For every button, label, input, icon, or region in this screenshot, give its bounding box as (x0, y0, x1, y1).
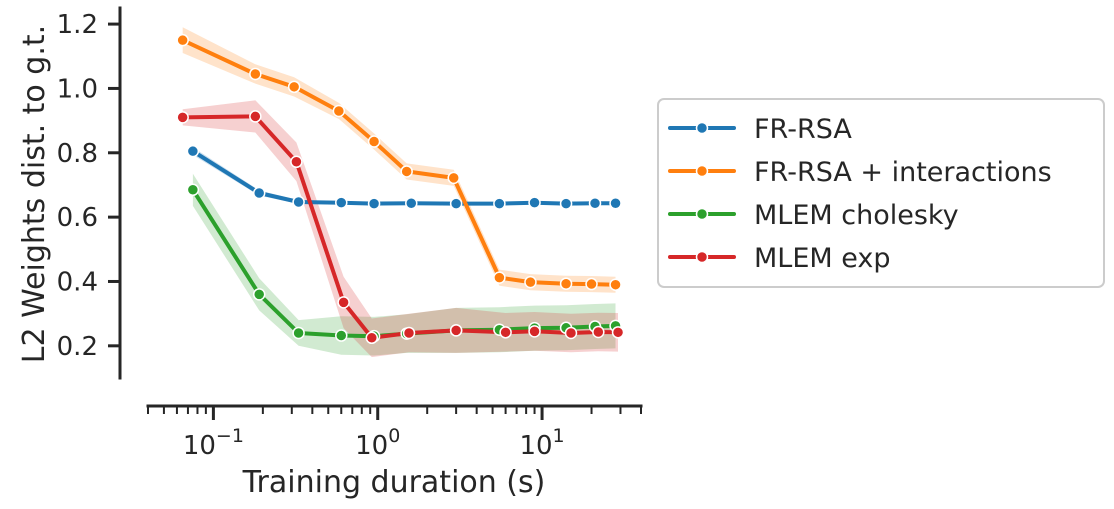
legend-frame (657, 98, 1105, 288)
legend-label-mlem-cholesky: MLEM cholesky (754, 200, 959, 231)
point-mlem-exp (402, 326, 416, 340)
point-fr-rsa (609, 197, 622, 210)
series-lines (180, 38, 620, 340)
point-fr-rsa (405, 197, 418, 210)
point-fr-rsa (186, 144, 200, 158)
point-mlem-cholesky (335, 329, 348, 342)
x-tick-label: 100 (355, 425, 400, 461)
point-fr-rsa (449, 197, 463, 210)
x-axis-title: Training duration (s) (242, 465, 546, 500)
y-tick-label: 0.2 (57, 332, 98, 362)
point-fr-rsa-interactions (176, 33, 189, 47)
point-fr-rsa-interactions (609, 278, 622, 291)
point-mlem-exp (592, 325, 605, 339)
legend: FR-RSA FR-RSA + interactions MLEM cholesky… (657, 98, 1105, 288)
legend-marker-mlem-cholesky (695, 207, 709, 221)
point-fr-rsa-interactions (493, 271, 506, 284)
point-fr-rsa (588, 197, 602, 210)
point-mlem-cholesky (292, 326, 305, 340)
legend-marker-fr-rsa-interactions (695, 164, 709, 178)
x-tick-label: 101 (519, 425, 564, 461)
y-tick-label: 1.0 (57, 74, 98, 104)
point-fr-rsa (335, 196, 348, 209)
point-mlem-exp (176, 111, 189, 124)
point-fr-rsa (367, 197, 381, 210)
point-fr-rsa-interactions (400, 165, 413, 178)
point-fr-rsa (528, 196, 541, 209)
axes: 0.2 0.4 0.6 0.8 1.0 1.2 10−1 100 101 (57, 6, 643, 461)
point-fr-rsa-interactions (559, 277, 573, 290)
point-mlem-exp (337, 296, 350, 309)
legend-label-mlem-exp: MLEM exp (754, 243, 891, 274)
point-mlem-exp (365, 331, 379, 345)
line-mlem-exp (180, 114, 620, 340)
band-mlem-cholesky (192, 173, 616, 356)
point-fr-rsa-interactions (287, 80, 301, 94)
point-fr-rsa-interactions (249, 67, 262, 81)
band-fr-rsa-interactions (182, 27, 616, 293)
legend-marker-fr-rsa (695, 121, 709, 135)
point-fr-rsa (252, 186, 266, 200)
point-mlem-exp (528, 325, 541, 338)
y-tick-label: 1.2 (57, 10, 98, 40)
point-mlem-cholesky (186, 183, 200, 197)
y-tick-label: 0.4 (57, 267, 98, 297)
point-mlem-cholesky (252, 288, 266, 301)
confidence-bands (182, 27, 618, 358)
point-mlem-exp (564, 326, 578, 340)
point-fr-rsa-interactions (524, 275, 537, 289)
band-mlem-exp (182, 100, 618, 358)
point-fr-rsa-interactions (585, 277, 598, 291)
point-fr-rsa (292, 195, 305, 209)
point-mlem-exp (249, 110, 262, 123)
y-axis-title: L2 Weights dist. to g.t. (17, 25, 52, 363)
point-mlem-exp (449, 324, 463, 337)
point-fr-rsa-interactions (332, 104, 346, 118)
legend-label-fr-rsa-interactions: FR-RSA + interactions (754, 157, 1052, 188)
legend-marker-mlem-exp (695, 250, 709, 264)
point-fr-rsa-interactions (447, 171, 460, 185)
y-tick-label: 0.6 (57, 203, 98, 233)
y-tick-label: 0.8 (57, 139, 98, 169)
legend-label-fr-rsa: FR-RSA (754, 114, 852, 145)
x-tick-label: 10−1 (183, 425, 244, 461)
series-points (176, 33, 625, 345)
point-mlem-exp (290, 155, 303, 169)
point-fr-rsa-interactions (367, 135, 381, 148)
point-fr-rsa (559, 197, 573, 210)
point-fr-rsa (493, 197, 506, 210)
point-mlem-exp (611, 326, 625, 339)
point-mlem-exp (499, 326, 512, 339)
